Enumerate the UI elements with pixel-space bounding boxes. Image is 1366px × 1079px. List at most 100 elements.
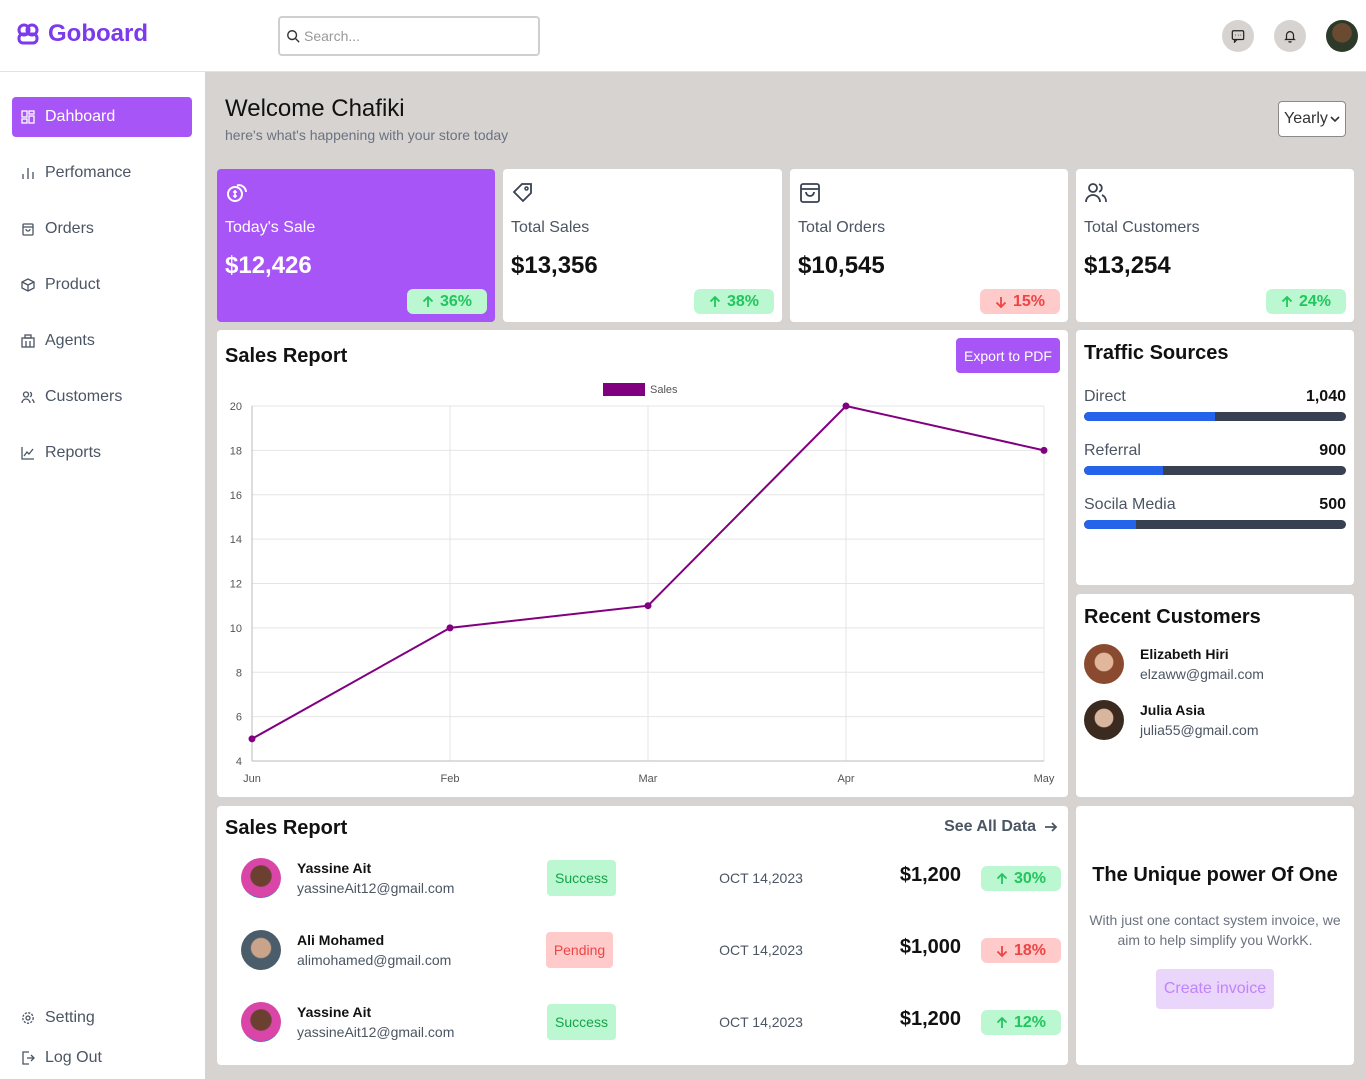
traffic-source-direct: Direct 1,040 [1084,388,1346,421]
tag-icon [512,183,532,203]
coins-icon [227,184,247,202]
table-row[interactable]: Yassine Ait yassineAit12@gmail.com Succe… [241,998,1061,1046]
row-date: OCT 14,2023 [719,942,803,958]
source-label: Direct [1084,388,1126,405]
y-tick-label: 20 [230,401,242,413]
stat-change-badge: 38% [694,289,774,314]
logout-icon [22,1051,35,1065]
sidebar-item-product[interactable]: Product [12,265,192,305]
sales-chart-title: Sales Report [225,345,348,367]
stat-change-badge: 24% [1266,289,1346,314]
stat-change-badge: 36% [407,289,487,314]
stat-value: $10,545 [798,252,885,279]
arrow-up-icon [996,1016,1008,1028]
period-select-value: Yearly [1284,110,1328,127]
row-name: Yassine Ait [297,1004,372,1020]
sidebar-item-label: Reports [45,444,102,461]
sidebar-item-setting[interactable]: Setting [12,998,192,1038]
line-chart-icon [21,447,34,460]
customer-name: Julia Asia [1140,702,1205,718]
stat-change-value: 15% [1012,292,1046,310]
chevron-down-icon [1330,116,1340,123]
source-progress-bar [1084,520,1346,529]
row-avatar [241,858,281,898]
data-point [644,602,652,610]
row-email: yassineAit12@gmail.com [297,880,455,896]
row-avatar [241,1002,281,1042]
stat-label: Total Customers [1084,219,1200,236]
promo-card: The Unique power Of One With just one co… [1076,806,1354,1065]
gear-icon [22,1012,34,1024]
arrow-down-icon [996,945,1008,957]
table-row[interactable]: Yassine Ait yassineAit12@gmail.com Succe… [241,854,1061,902]
y-tick-label: 14 [230,534,242,546]
sidebar-item-orders[interactable]: Orders [12,209,192,249]
customer-item[interactable]: Julia Asia julia55@gmail.com [1084,700,1258,740]
app-logo[interactable]: Goboard [16,20,148,48]
app-name: Goboard [48,20,148,47]
search-input[interactable] [304,28,524,44]
sales-table-title: Sales Report [225,817,348,839]
sidebar-item-reports[interactable]: Reports [12,433,192,473]
notifications-button[interactable] [1274,20,1306,52]
bar-chart-icon [22,168,34,179]
stat-card-total-sales: Total Sales $13,356 38% [503,169,782,322]
x-tick-label: Mar [639,773,658,785]
source-progress-fill [1084,466,1163,475]
legend-label: Sales [650,384,678,396]
messages-button[interactable] [1222,20,1254,52]
export-pdf-button[interactable]: Export to PDF [956,338,1060,373]
row-date: OCT 14,2023 [719,870,803,886]
data-point [248,735,256,743]
row-email: yassineAit12@gmail.com [297,1024,455,1040]
arrow-up-icon [422,295,434,307]
sidebar-item-label: Perfomance [45,164,132,181]
x-tick-label: Jun [243,773,261,785]
table-row[interactable]: Ali Mohamed alimohamed@gmail.com Pending… [241,926,1061,974]
stat-change-value: 36% [439,292,473,310]
see-all-label: See All Data [944,818,1036,835]
bell-icon [1284,31,1296,43]
sidebar-item-label: Dahboard [45,108,116,125]
x-tick-label: Apr [837,773,854,785]
building-icon [21,334,35,348]
sidebar-item-logout[interactable]: Log Out [12,1038,192,1078]
legend-swatch [603,383,645,396]
sidebar-item-customers[interactable]: Customers [12,377,192,417]
customer-name: Elizabeth Hiri [1140,646,1229,662]
see-all-data-link[interactable]: See All Data [944,818,1058,836]
stat-label: Today's Sale [225,219,316,236]
search-box[interactable] [278,16,540,56]
arrow-up-icon [996,872,1008,884]
arrow-down-icon [995,296,1007,308]
customer-email: julia55@gmail.com [1140,722,1259,738]
sidebar-item-agents[interactable]: Agents [12,321,192,361]
row-change-value: 30% [1013,869,1047,887]
logo-icon [17,23,39,45]
search-icon [287,30,300,43]
y-tick-label: 6 [236,712,242,724]
top-header: Goboard [0,0,1366,72]
user-avatar[interactable] [1326,20,1358,52]
dashboard-icon [21,110,35,124]
y-tick-label: 16 [230,490,242,502]
source-label: Referral [1084,442,1141,459]
stat-value: $13,254 [1084,252,1171,279]
period-select[interactable]: Yearly [1278,101,1346,137]
chat-icon [1231,30,1245,43]
y-tick-label: 18 [230,445,242,457]
traffic-sources-card: Traffic Sources Direct 1,040 Referral 900 … [1076,330,1354,585]
source-value: 1,040 [1305,388,1346,405]
create-invoice-button[interactable]: Create invoice [1156,969,1274,1009]
stat-label: Total Orders [798,219,886,236]
sidebar-item-label: Customers [45,388,123,405]
row-amount: $1,200 [899,864,961,886]
sidebar-item-dashboard[interactable]: Dahboard [12,97,192,137]
box-icon [21,278,35,292]
stat-change-badge: 15% [980,289,1060,314]
status-badge: Success [547,1004,616,1040]
customer-item[interactable]: Elizabeth Hiri elzaww@gmail.com [1084,644,1264,684]
sidebar-item-label: Orders [45,220,94,237]
sidebar-item-performance[interactable]: Perfomance [12,153,192,193]
stat-card-total-customers: Total Customers $13,254 24% [1076,169,1354,322]
